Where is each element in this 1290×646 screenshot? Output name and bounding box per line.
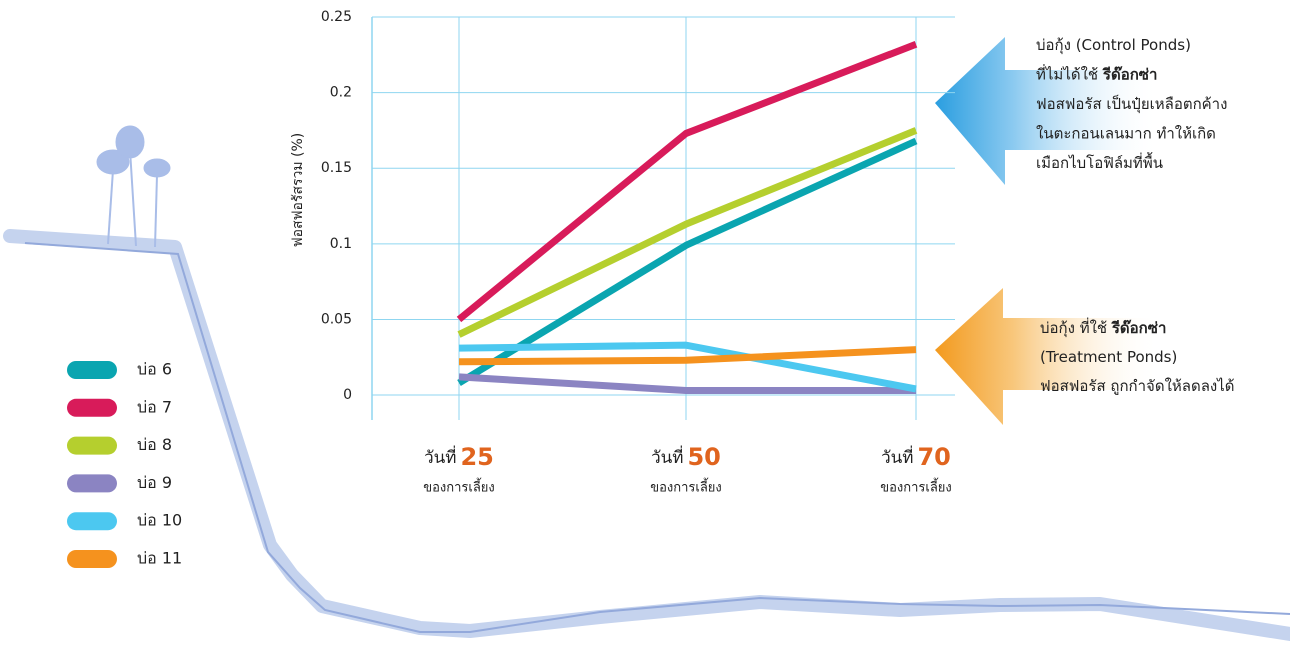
y-axis-label: ฟอสฟอรัสรวม (%) — [290, 133, 306, 248]
y-tick-label: 0.15 — [321, 160, 352, 176]
y-tick-label: 0 — [343, 387, 352, 403]
shore-line — [25, 243, 1290, 632]
x-tick-label: วันที่25 — [424, 443, 494, 471]
annotation-line: เมือกไบโอฟิล์มที่พื้น — [1036, 152, 1163, 172]
legend-label: บ่อ 9 — [137, 473, 172, 492]
x-suffix: ของการเลี้ยง — [880, 478, 952, 496]
annotation-bold: รีด๊อกซ่า — [1111, 319, 1166, 337]
x-category: 70 — [917, 443, 950, 471]
annotation-text: ในตะกอนเลนมาก ทำให้เกิด — [1036, 124, 1216, 142]
x-prefix: วันที่ — [881, 445, 913, 468]
annotation-line: ในตะกอนเลนมาก ทำให้เกิด — [1036, 124, 1216, 142]
legend-label: บ่อ 7 — [137, 397, 172, 416]
series-line — [459, 350, 916, 362]
page: ฟอสฟอรัสรวม (%) 0 0.05 0.1 0.15 0.2 0.25 วันที… — [0, 0, 1290, 646]
annotation-text: เมือกไบโอฟิล์มที่พื้น — [1036, 152, 1163, 172]
x-suffix: ของการเลี้ยง — [423, 478, 495, 496]
annotation-bold: รีด๊อกซ่า — [1102, 65, 1157, 83]
legend-swatch — [67, 399, 117, 417]
y-tick-label: 0.05 — [321, 311, 352, 327]
x-tick-label: วันที่70 — [881, 443, 951, 471]
annotation-text: ฟอสฟอรัส ถูกกำจัดให้ลดลงได้ — [1040, 377, 1235, 395]
annotation-text: ฟอสฟอรัส เป็นปุ๋ยเหลือตกค้าง — [1036, 94, 1227, 114]
legend-swatch — [67, 437, 117, 455]
shore — [10, 236, 1290, 634]
annotation-line: (Treatment Ponds) — [1040, 348, 1177, 366]
series-line — [459, 130, 916, 334]
legend-label: บ่อ 8 — [137, 435, 172, 454]
x-category: 25 — [460, 443, 493, 471]
x-category: 50 — [687, 443, 720, 471]
annotation-line: ฟอสฟอรัส เป็นปุ๋ยเหลือตกค้าง — [1036, 94, 1227, 114]
annotation-line: บ่อกุ้ง (Control Ponds) — [1036, 36, 1191, 55]
legend-swatch — [67, 361, 117, 379]
series-line — [459, 44, 916, 319]
annotation-text: ที่ไม่ได้ใช้ — [1036, 63, 1103, 83]
palm-trees — [97, 126, 170, 247]
legend-swatch — [67, 512, 117, 530]
y-tick-label: 0.25 — [321, 9, 352, 25]
legend-label: บ่อ 6 — [137, 360, 172, 379]
y-tick-label: 0.2 — [330, 85, 352, 101]
legend-swatch — [67, 550, 117, 568]
annotation-text: บ่อกุ้ง (Control Ponds) — [1036, 36, 1191, 55]
legend-swatch — [67, 474, 117, 492]
y-tick-label: 0.1 — [330, 236, 352, 252]
annotation-line: ฟอสฟอรัส ถูกกำจัดให้ลดลงได้ — [1040, 377, 1235, 395]
x-prefix: วันที่ — [651, 445, 683, 468]
annotation-text: บ่อกุ้ง ที่ใช้ — [1040, 317, 1112, 338]
legend-label: บ่อ 10 — [137, 511, 182, 530]
annotation-line: บ่อกุ้ง ที่ใช้ รีด๊อกซ่า — [1040, 317, 1166, 338]
chart: ฟอสฟอรัสรวม (%) 0 0.05 0.1 0.15 0.2 0.25 วันที… — [0, 0, 1290, 646]
annotation-text: (Treatment Ponds) — [1040, 348, 1177, 366]
legend-label: บ่อ 11 — [137, 549, 182, 568]
annotation-line: ที่ไม่ได้ใช้ รีด๊อกซ่า — [1036, 63, 1157, 83]
x-suffix: ของการเลี้ยง — [650, 478, 722, 496]
x-prefix: วันที่ — [424, 445, 456, 468]
x-tick-label: วันที่50 — [651, 443, 721, 471]
